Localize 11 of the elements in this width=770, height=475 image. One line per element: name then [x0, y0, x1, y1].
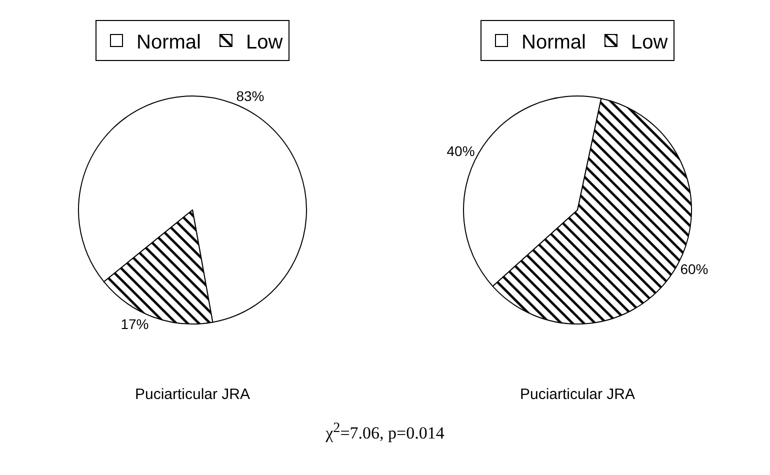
legend-label: Low — [246, 31, 284, 54]
text: Puciarticular JRA — [520, 386, 636, 403]
text: Puciarticular JRA — [134, 386, 250, 403]
data-label: 60% — [680, 261, 708, 277]
legend-label: Normal — [136, 31, 201, 54]
data-label: 83% — [236, 88, 264, 104]
data-label: 17% — [120, 316, 149, 332]
legend-label: Low — [630, 31, 668, 54]
text: χ$^{2}$=7.06, p=0.014 — [324, 420, 446, 444]
legend-label: Normal — [522, 31, 586, 54]
data-label: 40% — [446, 143, 475, 159]
